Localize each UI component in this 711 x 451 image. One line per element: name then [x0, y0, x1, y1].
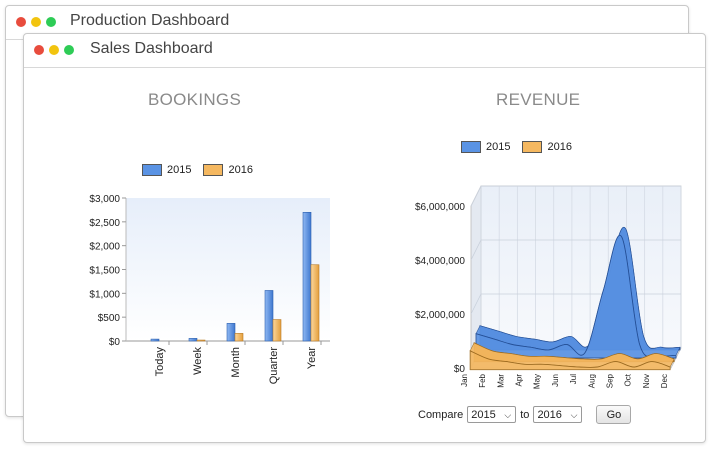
side-gridline: [470, 185, 482, 207]
window-title: Production Dashboard: [70, 12, 230, 29]
y-tick-label: $0: [454, 364, 466, 375]
x-tick-label: May: [533, 374, 542, 389]
y-tick-label: $2,000: [89, 242, 120, 253]
bar-2016-quarter: [272, 319, 282, 342]
x-tick-label: Sep: [605, 373, 614, 388]
minimize-icon[interactable]: [31, 17, 41, 27]
legend-swatch-2016: [203, 164, 224, 176]
compare-to-label: to: [520, 408, 530, 421]
bar-2015-week: [188, 338, 198, 342]
legend-label-2015: 2015: [167, 164, 192, 176]
y-tick-label: $2,500: [89, 218, 120, 229]
revenue-chart: $0 $2,000,000 $4,000,000 $6,000,000 Jan Feb Ma…: [415, 185, 682, 389]
y-tick-label: $4,000,000: [415, 256, 465, 267]
x-tick-label: Quarter: [268, 347, 280, 385]
close-icon[interactable]: [16, 17, 26, 27]
bookings-chart: $0 $500 $1,000 $1,500 $2,000 $2,500 $3,000 Toda…: [89, 194, 330, 385]
y-tick-label: $3,000: [89, 194, 120, 205]
plot-area: [126, 198, 330, 341]
legend-swatch-2016: [522, 141, 543, 153]
x-tick-label: Jul: [569, 374, 578, 384]
revenue-title: REVENUE: [496, 90, 581, 109]
bar-2015-quarter: [264, 290, 274, 342]
bookings-title: BOOKINGS: [148, 90, 242, 109]
bar-2016-year: [310, 264, 320, 342]
legend-label-2016: 2016: [547, 141, 572, 153]
x-tick-label: Week: [192, 347, 204, 375]
bar-2015-month: [226, 323, 236, 342]
sales-dashboard-window[interactable]: Sales Dashboard BOOKINGS 2015 2016 $0 $50…: [23, 33, 706, 443]
compare-controls: Compare 2015 ⌵ to 2016 ⌵ Go: [418, 405, 632, 424]
x-tick-label: Mar: [496, 374, 505, 388]
x-tick-label: Year: [306, 347, 318, 370]
go-button[interactable]: Go: [596, 405, 632, 424]
y-tick-label: $0: [109, 337, 121, 348]
window-title: Sales Dashboard: [90, 40, 213, 57]
compare-label: Compare: [418, 408, 464, 421]
chevron-down-icon: ⌵: [504, 410, 512, 420]
window-controls: [16, 17, 56, 27]
y-tick-label: $6,000,000: [415, 202, 465, 213]
bar-2016-week: [196, 339, 206, 342]
bar-2015-year: [302, 211, 312, 342]
legend-swatch-2015: [461, 141, 481, 153]
x-tick-label: Feb: [478, 373, 487, 387]
x-tick-label: Dec: [660, 374, 669, 388]
y-tick-label: $2,000,000: [415, 310, 465, 321]
bookings-legend: 2015 2016: [142, 164, 265, 176]
y-tick-label: $1,000: [89, 289, 120, 300]
chevron-down-icon: ⌵: [570, 410, 578, 420]
legend-swatch-2015: [142, 164, 162, 176]
x-tick-label: Jun: [551, 374, 560, 387]
close-icon[interactable]: [34, 45, 44, 55]
x-tick-label: Month: [230, 347, 242, 378]
maximize-icon[interactable]: [46, 17, 56, 27]
x-tick-label: Oct: [624, 373, 633, 386]
x-tick-label: Jan: [460, 374, 469, 387]
compare-to-select[interactable]: 2016 ⌵: [533, 406, 583, 423]
x-tick-label: Aug: [587, 374, 596, 388]
sales-titlebar[interactable]: Sales Dashboard: [24, 34, 705, 68]
back-wall: [480, 185, 682, 349]
y-tick-label: $1,500: [89, 266, 120, 277]
y-tick-label: $500: [98, 313, 121, 324]
legend-label-2016: 2016: [228, 164, 253, 176]
side-gridline: [470, 293, 482, 315]
compare-to-value: 2016: [537, 409, 562, 421]
compare-from-value: 2015: [471, 409, 496, 421]
side-gridline: [470, 239, 482, 261]
maximize-icon[interactable]: [64, 45, 74, 55]
compare-from-select[interactable]: 2015 ⌵: [467, 406, 517, 423]
bar-2016-month: [234, 333, 244, 342]
minimize-icon[interactable]: [49, 45, 59, 55]
window-controls: [34, 45, 74, 55]
x-tick-label: Today: [154, 347, 166, 377]
area-2016-front: [469, 350, 671, 371]
legend-label-2015: 2015: [486, 141, 511, 153]
bar-2015-today: [150, 338, 160, 342]
revenue-legend: 2015 2016: [461, 141, 584, 153]
area-2015-front: [475, 234, 677, 359]
x-tick-label: Apr: [515, 374, 524, 387]
x-tick-label: Nov: [642, 374, 651, 388]
